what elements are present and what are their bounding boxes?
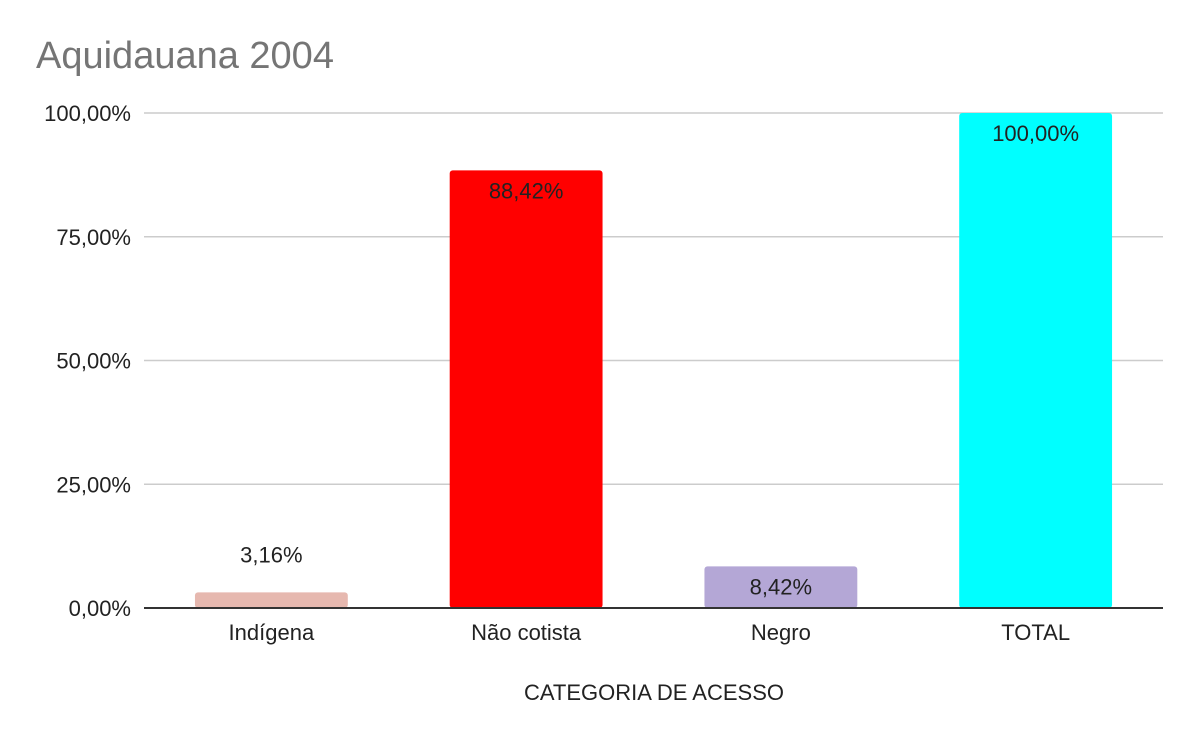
data-label: 3,16% — [240, 542, 302, 567]
x-axis-ticks: Indígena Não cotista Negro TOTAL — [229, 620, 1071, 645]
bar-ind-gena — [194, 592, 348, 608]
x-tick-label: Não cotista — [471, 620, 582, 645]
x-tick-label: Indígena — [229, 620, 315, 645]
x-axis-title: CATEGORIA DE ACESSO — [524, 680, 784, 705]
bar-negro — [704, 566, 858, 608]
data-label: 88,42% — [489, 178, 564, 203]
bar-total — [959, 113, 1113, 608]
y-tick-label: 0,00% — [69, 596, 131, 621]
bars — [194, 113, 1113, 609]
y-tick-label: 75,00% — [56, 225, 131, 250]
y-tick-label: 100,00% — [44, 101, 131, 126]
y-axis-ticks: 0,00% 25,00% 50,00% 75,00% 100,00% — [44, 101, 131, 621]
chart-title: Aquidauana 2004 — [36, 35, 334, 77]
x-tick-label: TOTAL — [1001, 620, 1070, 645]
x-tick-label: Negro — [751, 620, 811, 645]
data-label: 100,00% — [992, 121, 1079, 146]
y-tick-label: 50,00% — [56, 349, 131, 374]
data-label: 8,42% — [750, 574, 812, 599]
y-tick-label: 25,00% — [56, 472, 131, 497]
bar-n-o-cotista — [449, 170, 603, 609]
data-labels: 3,16% 88,42% 8,42% 100,00% — [240, 121, 1079, 599]
